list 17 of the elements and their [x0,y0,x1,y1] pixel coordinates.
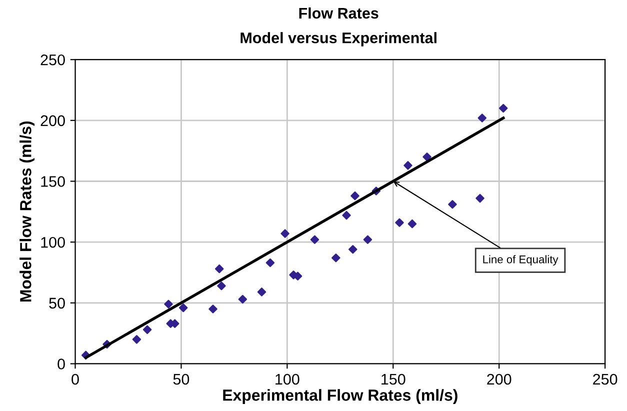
x-tick-label: 150 [382,374,406,385]
y-tick-label: 0 [58,358,65,370]
x-tick-label: 100 [276,374,300,385]
annotation: Line of Equality [483,255,558,266]
x-tick-label: 250 [593,374,618,385]
y-tick-label: 50 [49,298,65,309]
x-tick-label: 200 [487,374,512,385]
x-axis-title: Experimental Flow Rates (ml/s) [223,389,458,404]
y-tick-label: 200 [40,115,65,126]
y-tick-label: 150 [41,176,65,187]
y-axis-title: Model Flow Rates (ml/s) [20,121,34,302]
y-tick-label: 250 [40,54,65,66]
chart-subtitle: Model versus Experimental [240,32,436,46]
x-tick-label: 50 [173,374,190,385]
chart-title: Flow Rates [299,7,378,19]
x-tick-label: 0 [72,374,79,385]
y-tick-label: 100 [41,236,65,248]
